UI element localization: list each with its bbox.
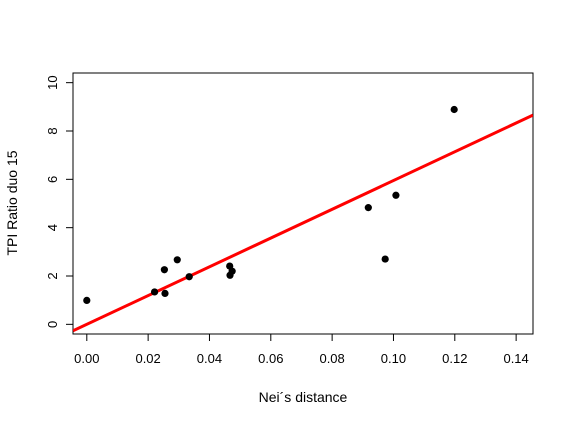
x-tick-label: 0.12 xyxy=(442,351,467,366)
x-tick-label: 0.06 xyxy=(258,351,283,366)
x-tick-label: 0.14 xyxy=(503,351,528,366)
y-tick-label: 6 xyxy=(45,176,60,183)
y-tick-label: 2 xyxy=(45,272,60,279)
x-tick-label: 0.08 xyxy=(319,351,344,366)
y-tick-label: 4 xyxy=(45,224,60,231)
data-point xyxy=(450,105,458,114)
x-axis-title: Nei´s distance xyxy=(259,389,348,405)
regression-line-layer xyxy=(73,113,533,333)
data-point xyxy=(83,296,91,305)
data-point xyxy=(173,256,181,264)
y-tick-label: 8 xyxy=(45,127,60,134)
data-point xyxy=(160,266,168,274)
data-point xyxy=(228,267,236,275)
data-point xyxy=(381,255,389,263)
data-points xyxy=(83,105,458,305)
data-point xyxy=(392,191,400,199)
x-tick-label: 0.02 xyxy=(135,351,160,366)
x-tick-label: 0.00 xyxy=(74,351,99,366)
y-axis: 0 2 4 6 8 10 xyxy=(45,75,74,328)
x-axis: 0.00 0.02 0.04 0.06 0.08 0.10 0.12 0.14 xyxy=(74,333,529,366)
y-tick-label: 10 xyxy=(45,75,60,89)
y-tick-label: 0 xyxy=(45,321,60,328)
regression-line xyxy=(73,113,533,333)
x-tick-label: 0.04 xyxy=(197,351,222,366)
plot-frame xyxy=(72,72,534,335)
x-tick-label: 0.10 xyxy=(381,351,406,366)
data-point xyxy=(161,289,169,297)
data-point xyxy=(150,288,159,296)
y-axis-title: TPI Ratio duo 15 xyxy=(4,150,20,255)
data-point xyxy=(185,273,193,281)
data-point xyxy=(364,204,372,212)
